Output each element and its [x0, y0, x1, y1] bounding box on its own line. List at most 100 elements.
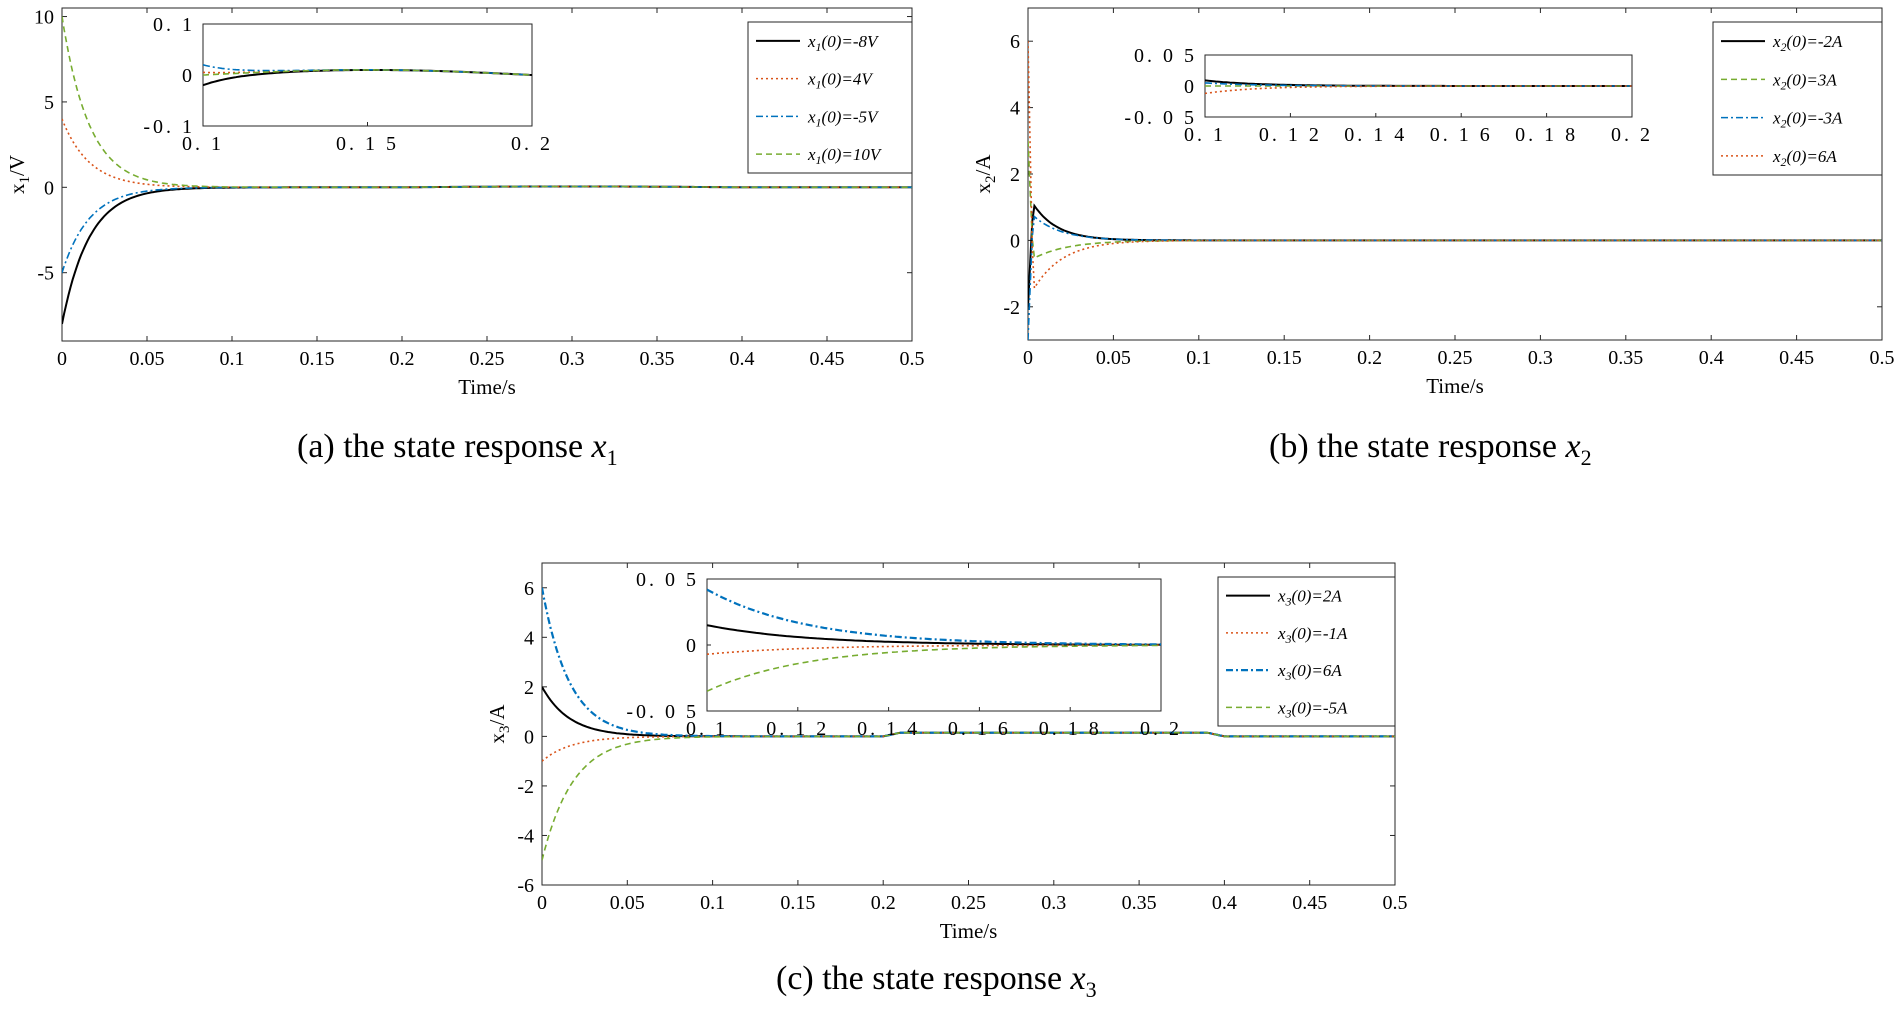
caption-a: (a) the state response x1 [297, 428, 618, 471]
inset-y-tick-label: 0. 0 5 [1134, 45, 1197, 67]
y-axis-label: x3/A [485, 704, 513, 744]
inset-x-tick-label: 0. 1 8 [1515, 124, 1578, 146]
x-tick-label: 0.3 [1041, 892, 1066, 914]
x-tick-label: 0.1 [220, 348, 245, 370]
series-line--5A [542, 731, 1395, 861]
inset-x-tick-label: 0. 2 [511, 133, 553, 155]
legend-label: x1(0)=10V [807, 145, 883, 167]
y-tick-label: -2 [517, 776, 534, 798]
x-tick-label: 0.45 [810, 348, 845, 370]
x-tick-label: 0.45 [1779, 347, 1814, 369]
x-tick-label: 0.45 [1292, 892, 1327, 914]
series-line-10V [62, 16, 912, 189]
caption-text: (a) the state response [297, 428, 592, 465]
y-tick-label: 0 [1010, 230, 1020, 252]
inset-x-tick-label: 0. 1 6 [948, 718, 1011, 740]
y-tick-label: 2 [524, 677, 534, 699]
inset-y-tick-label: 0. 1 [153, 14, 195, 36]
inset-x-tick-label: 0. 1 5 [336, 133, 399, 155]
y-tick-label: -2 [1003, 297, 1020, 319]
y-tick-label: 0 [44, 177, 54, 199]
legend-label: x3(0)=-5A [1277, 698, 1348, 720]
caption-b: (b) the state response x2 [1269, 428, 1592, 471]
x-tick-label: 0.4 [730, 348, 755, 370]
x-tick-label: 0.2 [871, 892, 896, 914]
y-tick-label: 0 [524, 726, 534, 748]
y-tick-label: 6 [524, 578, 534, 600]
inset-series-line-6A [1205, 85, 1632, 95]
x-tick-label: 0.35 [1122, 892, 1157, 914]
inset-y-tick-label: -0. 0 5 [626, 701, 699, 723]
y-tick-label: 4 [1010, 98, 1020, 120]
x-tick-label: 0 [57, 348, 67, 370]
legend-box [1712, 21, 1883, 176]
legend-label: x3(0)=2A [1277, 587, 1342, 609]
chart-c: 0 0.05 0.1 0.15 0.2 0.25 0.3 0.35 0.4 0.45 0.5 -6 -4… [485, 562, 1408, 943]
x-tick-label: 0 [537, 892, 547, 914]
caption-var: x [591, 428, 607, 465]
y-tick-label: 5 [44, 92, 54, 114]
inset-x-tick-label: 0. 2 [1140, 718, 1182, 740]
inset-y-tick-label: 0. 0 5 [636, 569, 699, 591]
y-tick-label: 10 [34, 7, 54, 29]
inset-y-tick-label: -0. 0 5 [1124, 107, 1197, 129]
x-tick-label: 0.15 [300, 348, 335, 370]
x-tick-label: 0.05 [1096, 347, 1131, 369]
x-tick-label: 0.4 [1212, 892, 1237, 914]
y-axis-label: x1/V [5, 155, 33, 194]
legend-label: x3(0)=-1A [1277, 624, 1348, 646]
caption-var: x [1070, 960, 1086, 997]
inset-y-tick-label: -0. 1 [143, 116, 195, 138]
legend-label: x2(0)=6A [1772, 147, 1837, 169]
series-line-3A [1028, 140, 1882, 260]
caption-sub: 2 [1580, 444, 1592, 470]
y-tick-label: -6 [517, 875, 534, 897]
x-tick-label: 0.5 [1383, 892, 1408, 914]
inset-x-tick-label: 0. 1 2 [1259, 124, 1322, 146]
x-tick-label: 0.5 [1870, 347, 1895, 369]
y-axis-label: x2/A [971, 154, 999, 194]
caption-var: x [1565, 428, 1581, 465]
inset-x-tick-label: 0. 2 [1611, 124, 1653, 146]
x-tick-label: 0.2 [1357, 347, 1382, 369]
inset-y-tick-label: 0 [182, 65, 195, 87]
legend-label: x3(0)=6A [1277, 661, 1342, 683]
x-tick-label: 0.05 [130, 348, 165, 370]
x-tick-label: 0.3 [1528, 347, 1553, 369]
y-tick-label: 4 [524, 627, 534, 649]
legend-label: x2(0)=-3A [1772, 109, 1843, 131]
x-tick-label: 0.35 [1608, 347, 1643, 369]
inset-x-tick-label: 0. 1 [686, 718, 728, 740]
x-tick-label: 0.05 [610, 892, 645, 914]
inset-series-line-10V [203, 69, 532, 76]
caption-text: (b) the state response [1269, 428, 1566, 465]
legend-box [747, 21, 913, 174]
x-axis-label: Time/s [940, 919, 998, 943]
chart-a: 0 0.05 0.1 0.15 0.2 0.25 0.3 0.35 0.4 0.45 0.5 -5 0 5… [5, 7, 925, 399]
x-tick-label: 0.1 [1186, 347, 1211, 369]
x-tick-label: 0.5 [900, 348, 925, 370]
caption-sub: 1 [606, 444, 618, 470]
inset-series-line-6A [707, 588, 1161, 646]
x-tick-label: 0 [1023, 347, 1033, 369]
caption-text: (c) the state response [776, 960, 1071, 997]
inset-x-tick-label: 0. 1 [182, 133, 224, 155]
inset-series-line--1A [707, 644, 1161, 655]
chart-b: 0 0.05 0.1 0.15 0.2 0.25 0.3 0.35 0.4 0.45 0.5 -2 0 2… [971, 7, 1895, 398]
caption-c: (c) the state response x3 [776, 960, 1097, 1003]
inset-x-tick-label: 0. 1 4 [1344, 124, 1407, 146]
x-tick-label: 0.25 [1438, 347, 1473, 369]
x-tick-label: 0.3 [560, 348, 585, 370]
caption-sub: 3 [1085, 976, 1097, 1002]
inset-x-tick-label: 0. 1 6 [1430, 124, 1493, 146]
x-axis-label: Time/s [458, 375, 516, 399]
x-tick-label: 0.35 [640, 348, 675, 370]
legend-label: x1(0)=-5V [807, 107, 880, 129]
x-tick-label: 0.2 [390, 348, 415, 370]
inset-x-tick-label: 0. 1 2 [766, 718, 829, 740]
legend-label: x2(0)=-2A [1772, 32, 1843, 54]
x-tick-label: 0.15 [780, 892, 815, 914]
y-tick-label: -5 [37, 263, 54, 285]
x-tick-label: 0.15 [1267, 347, 1302, 369]
